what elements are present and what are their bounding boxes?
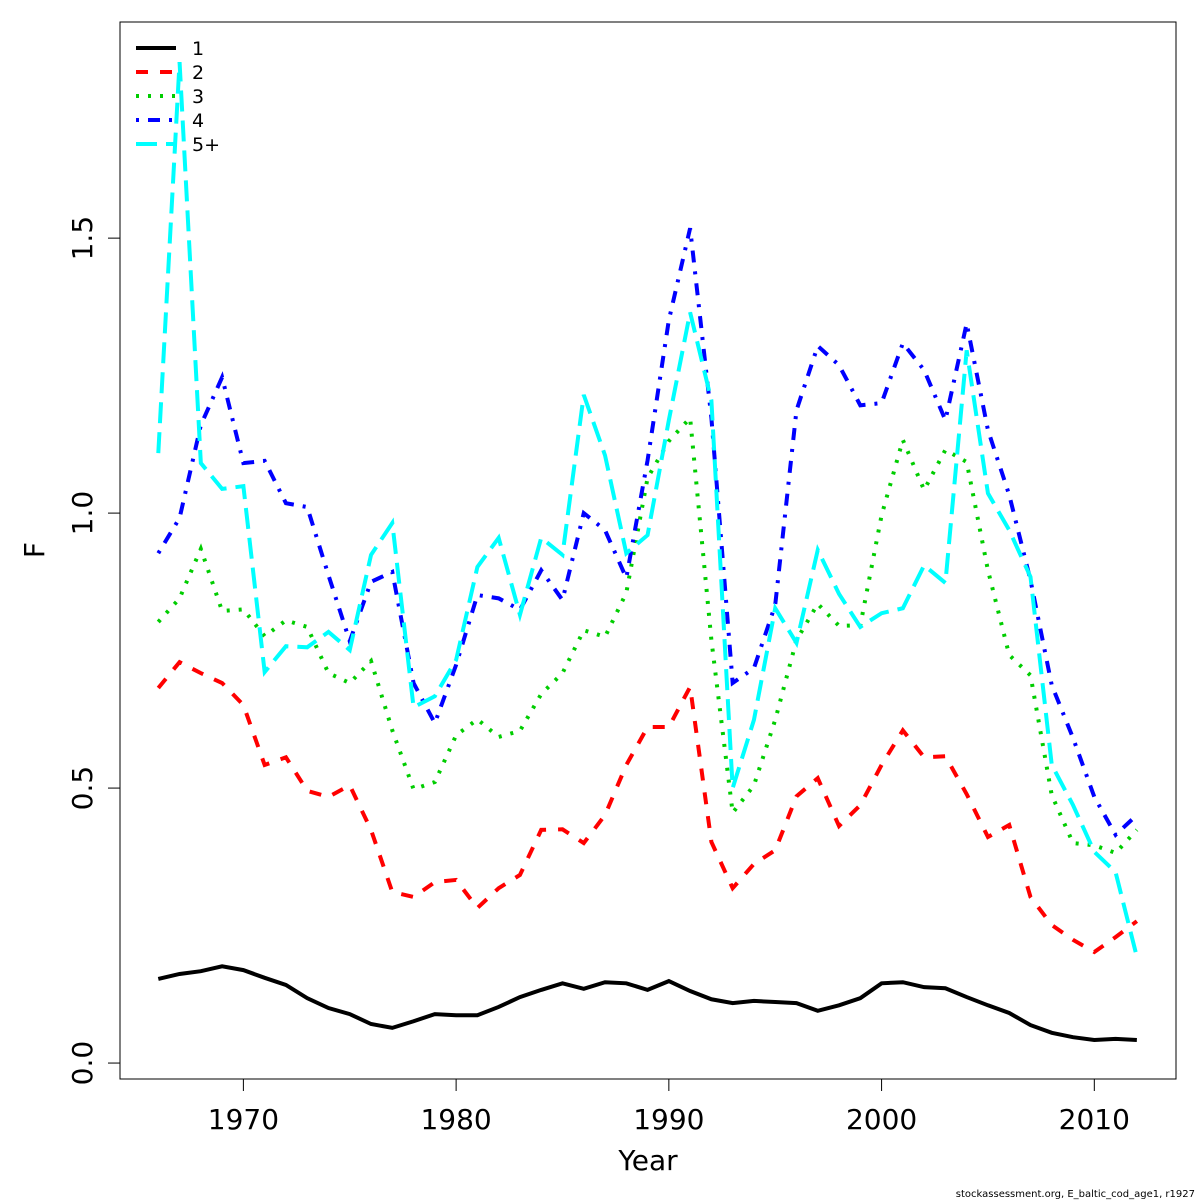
y-tick-label: 1.5 [66,216,99,261]
y-tick-label: 1.0 [66,491,99,536]
legend-label: 2 [192,62,204,84]
series-line [156,227,1139,839]
y-axis-label: F [18,542,51,558]
x-tick-label: 2000 [846,1103,917,1136]
legend-label: 5+ [192,134,220,156]
x-tick-label: 2010 [1059,1103,1130,1136]
series-line [156,659,1139,955]
legend-label: 1 [192,38,204,60]
x-tick-label: 1980 [420,1103,491,1136]
y-tick-label: 0.0 [66,1041,99,1086]
legend-label: 3 [192,86,204,108]
legend-label: 4 [192,110,204,132]
x-tick-label: 1970 [208,1103,279,1136]
x-tick-label: 1990 [633,1103,704,1136]
series-line [157,964,1137,1042]
series-line [156,62,1139,958]
y-tick-label: 0.5 [66,766,99,811]
footnote: stockassessment.org, E_baltic_cod_age1, … [956,1189,1195,1200]
x-axis-label: Year [617,1144,678,1177]
series-line [156,413,1139,856]
